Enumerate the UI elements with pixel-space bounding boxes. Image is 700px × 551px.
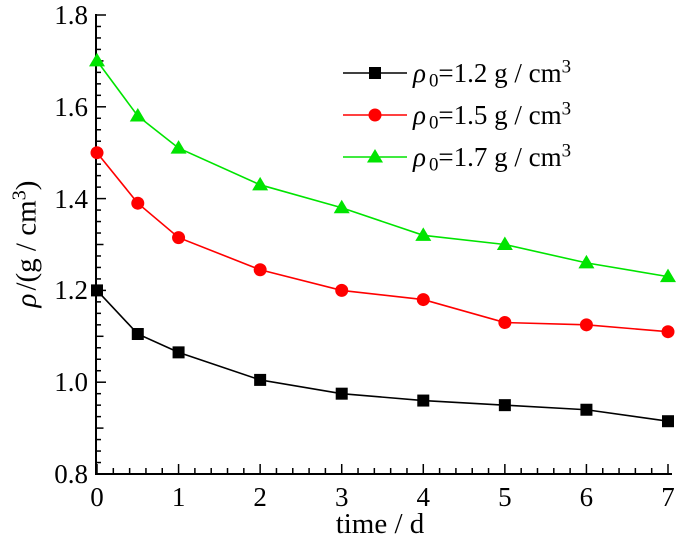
x-axis-title: time / d [270,508,490,541]
series-marker-triangle [170,140,187,154]
y-tick-label: 0.8 [54,459,88,489]
legend: ρ 0=1.2 g / cm3 ρ 0=1.5 g / cm3 ρ 0=1.7 g /… [342,52,571,178]
series-marker-circle [416,293,430,307]
series-marker-square [172,346,185,359]
series-marker-square [91,284,103,297]
series-marker-triangle [333,199,350,214]
series-marker-square [662,415,674,428]
series-marker-triangle [496,236,513,250]
series-marker-square [498,399,511,412]
legend-item-density-1-2: ρ 0=1.2 g / cm3 [342,52,571,94]
y-axis-unit-close: ) [10,180,43,191]
series-marker-square [254,373,267,386]
x-tick-label: 4 [416,482,431,512]
x-tick-label: 2 [253,482,267,512]
series-marker-circle [90,146,104,160]
series-marker-triangle [660,268,676,283]
series-marker-triangle [367,149,383,163]
legend-key-black-square [342,58,408,88]
series-marker-square [417,394,430,407]
series-marker-triangle [578,254,595,269]
legend-label: ρ 0=1.2 g / cm3 [413,56,572,92]
series-marker-circle [335,283,349,297]
series-marker-circle [579,318,593,332]
y-axis-unit-exponent: 3 [8,190,31,201]
y-tick-label: 1.4 [54,183,88,214]
legend-key-red-circle [342,100,408,130]
x-tick-label: 6 [579,482,594,512]
rho-symbol: ρ [10,293,43,308]
series-marker-circle [172,231,186,245]
legend-key-green-triangle [342,142,408,172]
legend-glyph [343,67,407,79]
series-marker-circle [131,196,145,210]
series-marker-square [369,67,381,79]
series-marker-triangle [252,176,269,191]
series-marker-circle [661,325,675,339]
series-marker-square [580,403,593,416]
y-axis-unit: /(g / cm [10,200,43,291]
y-tick-label: 1.2 [54,275,88,306]
legend-label: ρ 0=1.7 g / cm3 [413,140,572,176]
x-tick-label: 7 [661,482,675,512]
series-marker-square [335,387,348,400]
x-axis-title-text: time / d [335,508,425,540]
legend-glyph [343,108,407,122]
y-tick-label: 1.8 [54,0,88,30]
series-marker-circle [253,263,267,277]
x-tick-label: 0 [90,482,104,512]
x-tick-label: 5 [498,482,512,512]
legend-glyph [343,149,407,163]
x-tick-label: 3 [334,482,349,512]
x-tick-label: 1 [171,482,186,512]
series-marker-triangle [415,227,432,241]
series-marker-triangle [89,52,105,67]
y-axis-title: ρ /(g / cm3) [8,180,44,308]
series-marker-square [131,328,144,341]
y-tick-label: 1.0 [54,367,88,398]
series-marker-circle [368,108,382,122]
legend-item-density-1-5: ρ 0=1.5 g / cm3 [342,94,571,136]
legend-item-density-1-7: ρ 0=1.7 g / cm3 [342,136,571,178]
series-marker-triangle [129,107,146,122]
legend-label: ρ 0=1.5 g / cm3 [413,98,572,134]
y-tick-label: 1.6 [54,91,88,122]
series-marker-circle [498,316,512,330]
